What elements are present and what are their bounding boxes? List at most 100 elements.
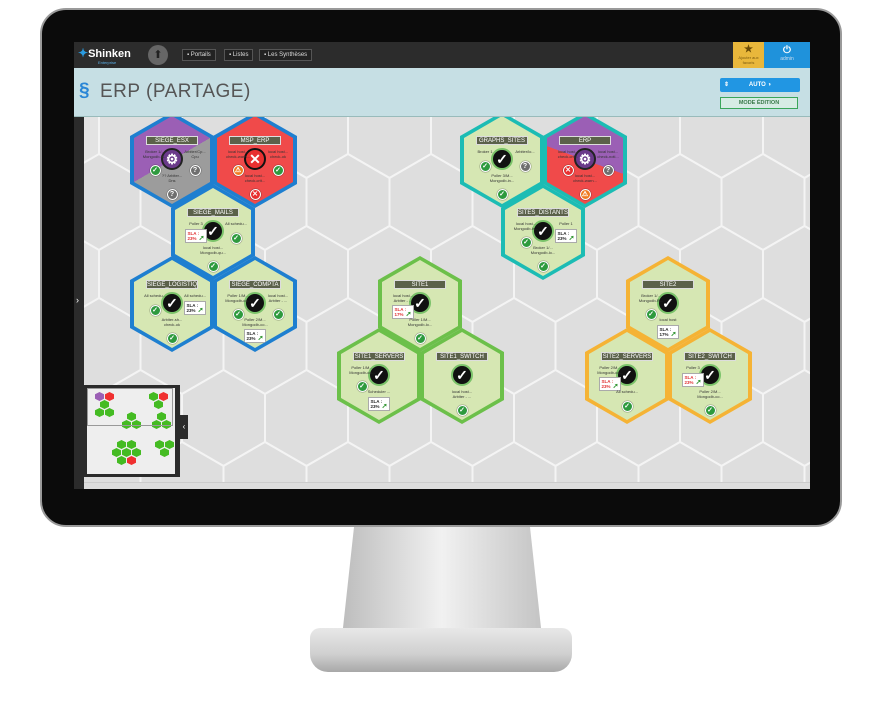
hex-title[interactable]: SITE1_SERVERS — [353, 352, 405, 361]
hex-item[interactable]: Broker 1/... Mongodb-R... ✓ — [636, 293, 666, 321]
hex-item[interactable]: All schedu... ✓ — [612, 389, 642, 413]
sla-badge[interactable]: SLA :23% ➚ — [554, 228, 578, 243]
up-arrow-button[interactable]: ⬆ — [148, 45, 168, 65]
sla-badge[interactable]: SLA :23% ➚ — [598, 377, 622, 391]
hex-node-erp[interactable]: ERP ⚙ local host... check-crit... ✕ local ho… — [543, 117, 627, 208]
hex-node-sites-distants[interactable]: SITES_DISTANTS ✓ local host... Mongodb-in.… — [501, 184, 585, 280]
ok-icon[interactable]: ✓ — [272, 165, 284, 176]
hex-item[interactable]: Arbiter/Cp... Cpu? — [180, 149, 210, 177]
minimap[interactable] — [84, 385, 180, 477]
hex-node-siege-logistiqu-[interactable]: SIEGE_LOGISTIQU...✓All schedu...✓All sch… — [130, 256, 214, 352]
hex-node-site1-servers[interactable]: SITE1_SERVERS ✓ Poller 1/M... Mongodb-co..… — [337, 328, 421, 424]
hex-item[interactable]: Poller 1/M... Mongodb-lo... ✓ — [405, 317, 435, 345]
horizontal-scrollbar[interactable] — [84, 482, 810, 489]
hex-title[interactable]: MSP_ERP — [229, 136, 281, 145]
ok-icon[interactable]: ✓ — [479, 160, 491, 172]
minimap-viewport[interactable] — [87, 388, 173, 426]
ok-icon[interactable]: ✓ — [232, 309, 244, 320]
hex-item[interactable]: Poller 3 SLA :23% ➚ — [678, 365, 708, 389]
ok-icon[interactable]: ✓ — [230, 232, 242, 244]
sla-badge[interactable]: SLA :23% ➚ — [183, 300, 207, 315]
warning-icon[interactable]: ⚠ — [579, 189, 591, 200]
ok-icon[interactable]: ✓ — [537, 261, 549, 272]
hex-item[interactable]: All schedu... ✓ — [140, 293, 170, 317]
hex-node-siege-compta[interactable]: SIEGE_COMPTA ✓ Poller 1/M... Mongodb-co...… — [213, 256, 297, 352]
hex-item[interactable]: Poller 1/M... Mongodb-co... ✓ — [347, 365, 377, 393]
unknown-icon[interactable]: ? — [166, 189, 178, 200]
hex-item[interactable]: All schedu... ✓ — [221, 221, 251, 245]
hex-title[interactable]: SITE1 — [394, 280, 446, 289]
hex-item[interactable]: Arbiter-sh... check-ok ✓ — [157, 317, 187, 345]
nav-syntheses[interactable]: ▪ Les Synthèses — [259, 49, 313, 61]
unknown-icon[interactable]: ? — [189, 165, 201, 176]
hex-title[interactable]: SITE2_SWITCH — [684, 352, 736, 361]
ok-icon[interactable]: ✓ — [207, 261, 219, 272]
unknown-icon[interactable]: ? — [519, 160, 531, 172]
hex-item[interactable]: local host... Arbiter - ... SLA :17% ➚ — [388, 293, 418, 321]
hex-title[interactable]: GRAPHS_SITES — [476, 136, 528, 145]
hex-item[interactable]: local host... Mongodb-in... ✓ — [511, 221, 541, 249]
hex-item[interactable]: local host... check-warn... ⚠ — [223, 149, 253, 177]
hex-item[interactable]: Broker 1/... Mongodb-lo... ✓ — [528, 245, 558, 273]
mode-edition-button[interactable]: MODE ÉDITION — [720, 97, 798, 109]
hex-item[interactable]: ?? Arbiter... Dns? — [157, 173, 187, 201]
sla-badge[interactable]: SLA :17% ➚ — [391, 305, 415, 319]
hex-item[interactable]: Poller 2/M... Mongodb-co... SLA :23% ➚ — [595, 365, 625, 393]
auto-button[interactable]: ⇕ AUTO ◑ — [720, 78, 800, 92]
hex-node-site1-switch[interactable]: SITE1_SWITCH ✓ local host... Arbiter - ...… — [420, 328, 504, 424]
hex-title[interactable]: SITE2_SERVERS — [601, 352, 653, 361]
ok-icon[interactable]: ✓ — [356, 381, 368, 392]
hex-item[interactable]: local host... check-crit... ✕ — [553, 149, 583, 177]
shinken-logo[interactable]: ✦Shinken Enterprise — [78, 46, 131, 65]
hex-item[interactable]: Poller 2/M... Mongodb-co... ✓ — [695, 389, 725, 417]
ok-icon[interactable]: ✓ — [520, 237, 532, 248]
minimap-collapse-button[interactable]: ‹ — [180, 415, 188, 439]
admin-button[interactable]: ⏻ admin — [764, 42, 810, 68]
nav-listes[interactable]: ▪ Listes — [224, 49, 254, 61]
ok-icon[interactable]: ✓ — [621, 400, 633, 412]
add-favorites-button[interactable]: ★ Ajouter aux favoris — [733, 42, 764, 68]
hex-item[interactable]: local host... Arbiter - ... ✓ — [447, 389, 477, 417]
hex-item[interactable]: local host SLA :17% ➚ — [653, 317, 683, 341]
sla-badge[interactable]: SLA :23% ➚ — [367, 396, 391, 411]
critical-icon[interactable]: ✕ — [249, 189, 261, 200]
hex-title[interactable]: SITE1_SWITCH — [436, 352, 488, 361]
hex-title[interactable]: ERP — [559, 136, 611, 145]
hex-item[interactable]: local host... check-ok ✓ — [263, 149, 293, 177]
ok-icon[interactable]: ✓ — [149, 304, 161, 316]
sla-badge[interactable]: SLA :23% ➚ — [184, 228, 208, 243]
left-panel-toggle[interactable]: › — [74, 117, 84, 489]
hex-node-site2-switch[interactable]: SITE2_SWITCH ✓ Poller 3 SLA :23% ➚ Poller 2/M… — [668, 328, 752, 424]
hex-title[interactable]: SITE2 — [642, 280, 694, 289]
unknown-icon[interactable]: ? — [602, 165, 614, 176]
hex-item[interactable]: local host... Mongodb-qu... ✓ — [198, 245, 228, 273]
warning-icon[interactable]: ⚠ — [232, 165, 244, 176]
hex-map[interactable]: SIEGE_ESX ⚙ Broker 1/... Mongodb-la... ✓ Arb… — [84, 117, 810, 482]
hex-item[interactable]: All schedu... SLA :23% ➚ — [180, 293, 210, 317]
critical-icon[interactable]: ✕ — [562, 165, 574, 176]
hex-item[interactable]: Broker 1 ✓ — [470, 149, 500, 173]
hex-item[interactable]: local host... check-warn... ⚠ — [570, 173, 600, 201]
sla-badge[interactable]: SLA :23% ➚ — [243, 329, 267, 343]
ok-icon[interactable]: ✓ — [704, 405, 716, 416]
hex-item[interactable]: Arbiter/lo...? — [510, 149, 540, 173]
ok-icon[interactable]: ✓ — [645, 309, 657, 320]
ok-icon[interactable]: ✓ — [456, 405, 468, 416]
ok-icon[interactable]: ✓ — [272, 309, 284, 320]
hex-item[interactable]: Scheduler ... SLA :23% ➚ — [364, 389, 394, 413]
nav-portails[interactable]: ▪ Portails — [182, 49, 216, 61]
hex-item[interactable]: local host... check-crit... ✕ — [240, 173, 270, 201]
sla-badge[interactable]: SLA :23% ➚ — [681, 372, 705, 387]
hex-item[interactable]: Poller 1 SLA :23% ➚ — [551, 221, 581, 245]
hex-node-site2-servers[interactable]: SITE2_SERVERS ✓ Poller 2/M... Mongodb-co..… — [585, 328, 669, 424]
ok-icon[interactable]: ✓ — [496, 189, 508, 200]
hex-title[interactable]: SIEGE_COMPTA — [229, 280, 281, 289]
hex-item[interactable]: Poller 3 SLA :23% ➚ — [181, 221, 211, 245]
ok-icon[interactable]: ✓ — [166, 333, 178, 344]
hex-item[interactable]: Poller 2/M... Mongodb-co... SLA :23% ➚ — [240, 317, 270, 345]
hex-item[interactable]: local host... Arbiter - ... ✓ — [263, 293, 293, 321]
hex-item[interactable]: Poller 3/M... Mongodb-in... ✓ — [487, 173, 517, 201]
ok-icon[interactable]: ✓ — [149, 165, 161, 176]
hex-title[interactable]: SIEGE_LOGISTIQU... — [146, 280, 198, 289]
hex-title[interactable]: SIEGE_MAILS — [187, 208, 239, 217]
